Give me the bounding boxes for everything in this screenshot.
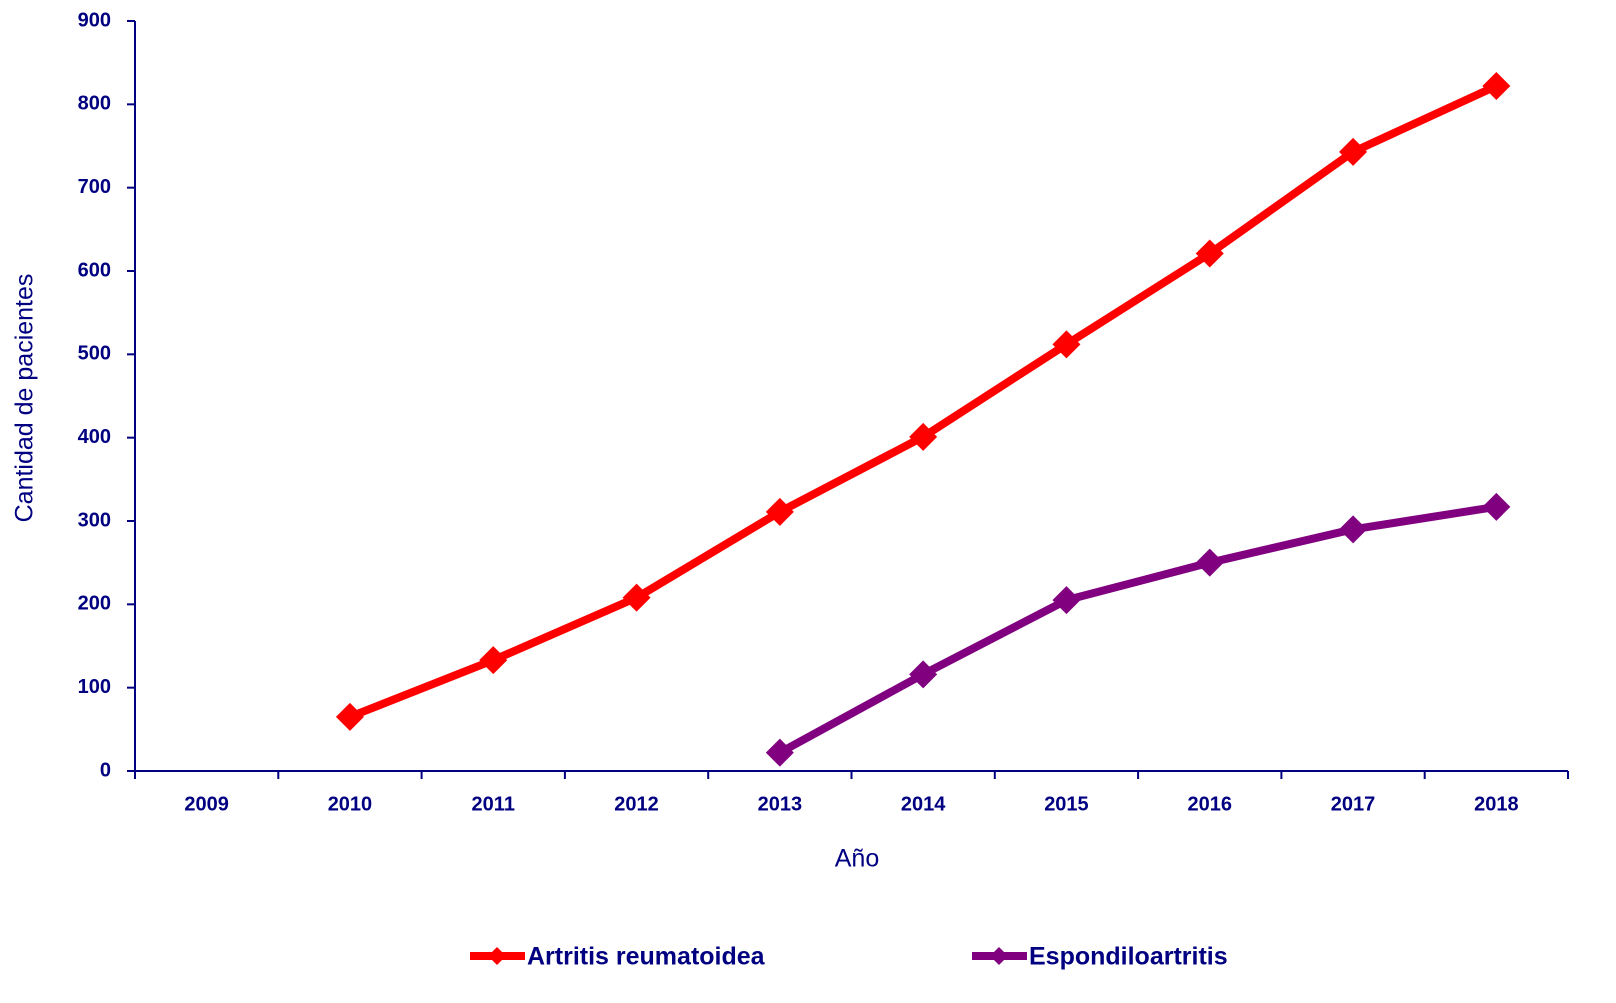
marker [1195,239,1224,268]
marker [1482,72,1511,100]
marker [479,646,508,675]
legend-marker [990,947,1008,965]
legend-marker [488,947,506,965]
marker [1195,548,1224,577]
x-tick-label: 2018 [1474,793,1519,815]
y-tick-label: 800 [78,93,111,115]
y-tick-label: 300 [78,509,111,531]
x-tick-label: 2015 [1044,793,1089,815]
marker [1339,137,1368,166]
legend-label: Espondiloartritis [1029,943,1228,971]
marker [622,583,651,612]
x-axis-title: Año [835,845,879,873]
x-tick-label: 2013 [758,793,803,815]
y-tick-label: 700 [78,176,111,198]
y-tick-label: 600 [78,259,111,281]
marker [1052,586,1081,615]
legend-label: Artritis reumatoidea [527,943,766,971]
marker [335,702,364,731]
y-tick-label: 0 [100,759,111,781]
y-tick-label: 500 [78,343,111,365]
series-line [777,502,1497,757]
y-axis-title: Cantidad de pacientes [11,274,39,523]
y-tick-label: 200 [78,593,111,615]
x-tick-label: 2012 [614,793,659,815]
x-tick-label: 2017 [1331,793,1376,815]
marker [1339,515,1368,544]
marker [765,497,794,526]
marker [909,660,938,689]
series-line [348,82,1499,721]
x-tick-label: 2011 [472,793,515,815]
marker [1052,330,1081,359]
marker [1482,492,1511,521]
x-tick-label: 2016 [1188,793,1233,815]
marker [909,422,938,451]
x-tick-label: 2014 [901,793,946,815]
marker [765,738,794,767]
y-tick-label: 100 [78,676,111,698]
x-tick-label: 2009 [184,793,229,815]
y-tick-label: 400 [78,426,111,448]
y-tick-label: 900 [78,9,111,31]
x-tick-label: 2010 [328,793,373,815]
